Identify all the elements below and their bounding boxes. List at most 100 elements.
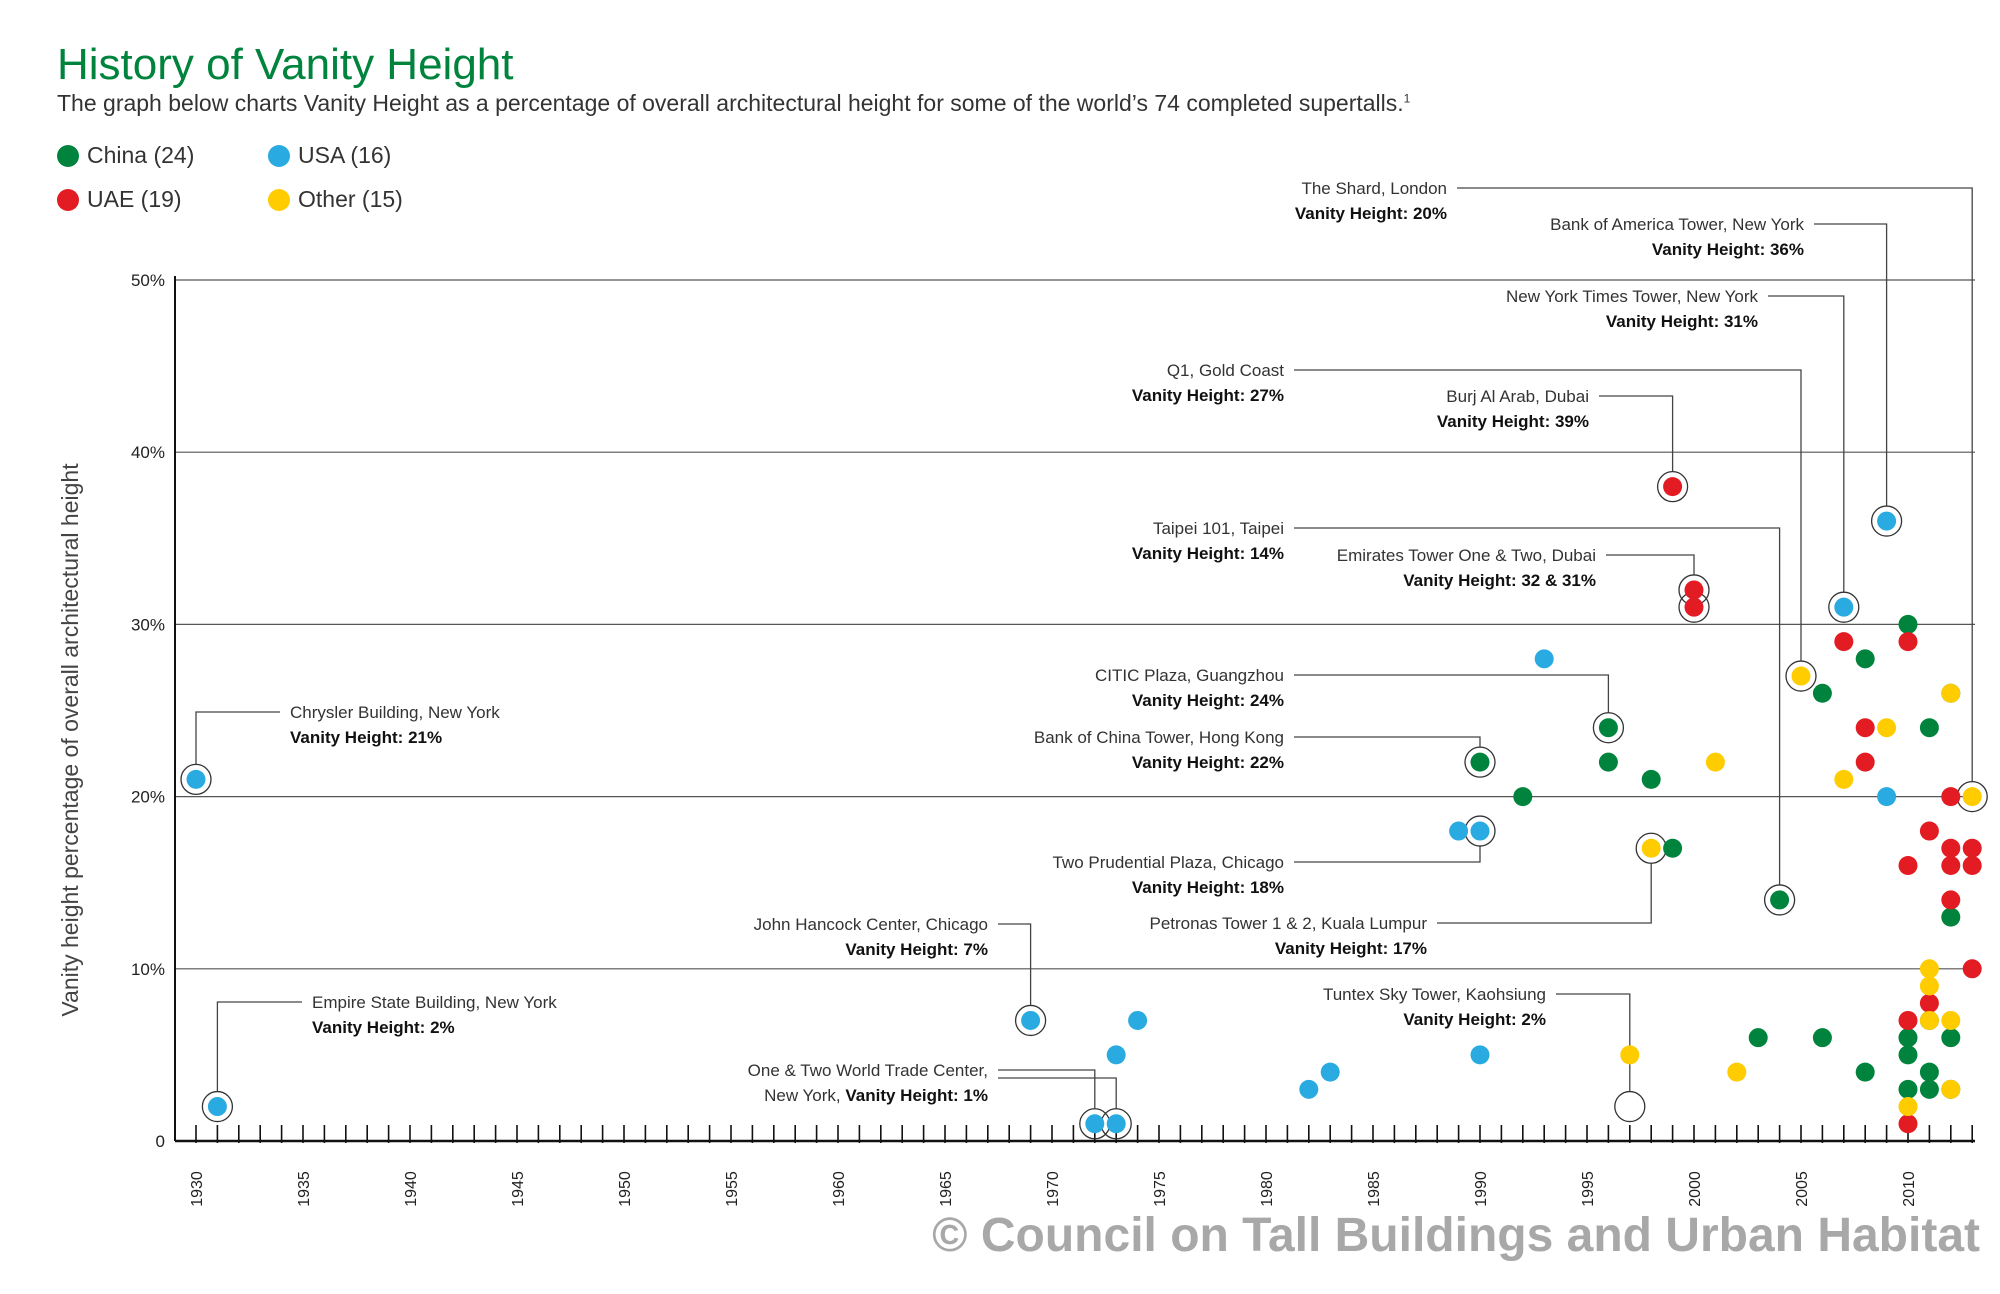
annotation-value: Vanity Height: 2% [1403, 1010, 1546, 1029]
annotation-ring [1828, 591, 1860, 623]
annotation-ring [1763, 884, 1796, 916]
annotation-ring [1464, 746, 1496, 778]
subtitle-text: The graph below charts Vanity Height as … [57, 90, 1404, 116]
annotation-labels: Chrysler Building, New York Vanity Height… [290, 179, 1804, 1105]
annotation-leader [1556, 993, 1631, 1092]
annotation-leader [998, 1077, 1117, 1109]
annotation-name: Tuntex Sky Tower, Kaohsiung [1323, 985, 1546, 1004]
data-point [1855, 1062, 1875, 1082]
annotation-name-part: New York, [764, 1086, 845, 1105]
annotation-name: Empire State Building, New York [312, 993, 557, 1012]
annotation-name: Q1, Gold Coast [1167, 361, 1284, 380]
y-tick-label: 0 [156, 1132, 165, 1151]
annotation-value: Vanity Height: 22% [1132, 753, 1284, 772]
data-point [1705, 752, 1725, 772]
annotation-leader [1294, 674, 1610, 713]
legend-item-uae: UAE (19) [57, 186, 182, 213]
data-point [1834, 632, 1854, 652]
data-point [1941, 855, 1961, 875]
legend-swatch-other [268, 188, 290, 211]
data-point [1299, 1079, 1319, 1099]
axes: 0 10% 20% 30% 40% 50% 1930 1935 1940 1945 1950 1955… [131, 271, 1975, 1207]
annotation-ring [180, 763, 212, 796]
copyright-watermark: © Council on Tall Buildings and Urban Ha… [932, 1209, 1980, 1262]
annotation-leader [1294, 736, 1481, 748]
annotation-ring [1870, 505, 1903, 537]
data-points [186, 477, 1982, 1134]
annotation-name: Burj Al Arab, Dubai [1446, 387, 1589, 406]
data-point [1962, 787, 1982, 807]
data-point [1898, 614, 1918, 634]
data-point [1727, 1062, 1747, 1082]
data-point [1855, 718, 1875, 738]
y-tick-label: 30% [131, 615, 165, 634]
legend-item-usa: USA (16) [268, 142, 391, 169]
legend-label-other: Other (15) [298, 186, 403, 212]
annotation-value: Vanity Height: 36% [1652, 240, 1804, 259]
annotation-leader [195, 711, 280, 765]
data-point [1748, 1028, 1768, 1048]
data-point [1598, 718, 1618, 738]
legend-swatch-usa [268, 144, 290, 167]
data-point [1663, 477, 1683, 497]
annotation-name: Chrysler Building, New York [290, 703, 500, 722]
x-tick-label: 1960 [831, 1171, 848, 1207]
data-point [1919, 1062, 1939, 1082]
data-point [1684, 597, 1704, 617]
data-point [1106, 1045, 1126, 1065]
annotation-name: Bank of America Tower, New York [1550, 215, 1804, 234]
y-tick-label: 50% [131, 271, 165, 290]
data-point [186, 769, 206, 789]
data-point [1919, 959, 1939, 979]
data-point [1941, 1010, 1961, 1030]
annotation-name: One & Two World Trade Center, [748, 1061, 988, 1080]
data-point [1941, 787, 1961, 807]
y-tick-label: 10% [131, 960, 165, 979]
data-point [1898, 1114, 1918, 1134]
annotation-value: Vanity Height: 27% [1132, 386, 1284, 405]
data-point [1684, 580, 1704, 600]
annotation-ring [1592, 712, 1625, 744]
data-point [1919, 976, 1939, 996]
annotation-leader [1768, 295, 1845, 593]
annotation-name: Taipei 101, Taipei [1153, 519, 1284, 538]
data-point [1898, 1045, 1918, 1065]
data-point [1812, 683, 1832, 703]
x-tick-label: 1935 [296, 1171, 313, 1207]
legend-label-uae: UAE (19) [87, 186, 182, 212]
data-point [1663, 838, 1683, 858]
data-point [1898, 855, 1918, 875]
data-point [1962, 959, 1982, 979]
data-point [1941, 1079, 1961, 1099]
x-tick-label: 1955 [724, 1171, 741, 1207]
x-tick-label: 1950 [617, 1171, 634, 1207]
annotation-leader [1294, 527, 1781, 885]
legend-swatch-china [57, 144, 79, 167]
annotation-value: Vanity Height: 14% [1132, 544, 1284, 563]
annotation-value: Vanity Height: 32 & 31% [1403, 571, 1596, 590]
x-tick-label: 1930 [189, 1171, 206, 1207]
chart-subtitle: The graph below charts Vanity Height as … [57, 90, 1410, 117]
data-point [1941, 1028, 1961, 1048]
annotation-name: Two Prudential Plaza, Chicago [1052, 853, 1284, 872]
data-point [1834, 597, 1854, 617]
annotation-value: Vanity Height: 2% [312, 1018, 455, 1037]
annotation-name: New York, Vanity Height: 1% [764, 1086, 988, 1105]
x-tick-label: 1995 [1580, 1171, 1597, 1207]
data-point [1941, 683, 1961, 703]
annotation-value: Vanity Height: 18% [1132, 878, 1284, 897]
x-tick-label: 1975 [1152, 1171, 1169, 1207]
x-tick-label: 1945 [510, 1171, 527, 1207]
data-point [1898, 1010, 1918, 1030]
data-point [1919, 821, 1939, 841]
annotation-value: Vanity Height: 21% [290, 728, 442, 747]
data-point [1641, 838, 1661, 858]
annotation-name: The Shard, London [1301, 179, 1447, 198]
annotation-leader [1294, 369, 1802, 662]
data-point [1620, 1045, 1640, 1065]
data-point [1919, 1079, 1939, 1099]
x-tick-label: 1985 [1366, 1171, 1383, 1207]
annotation-leader [1457, 187, 1973, 782]
annotation-ring [1656, 470, 1689, 503]
